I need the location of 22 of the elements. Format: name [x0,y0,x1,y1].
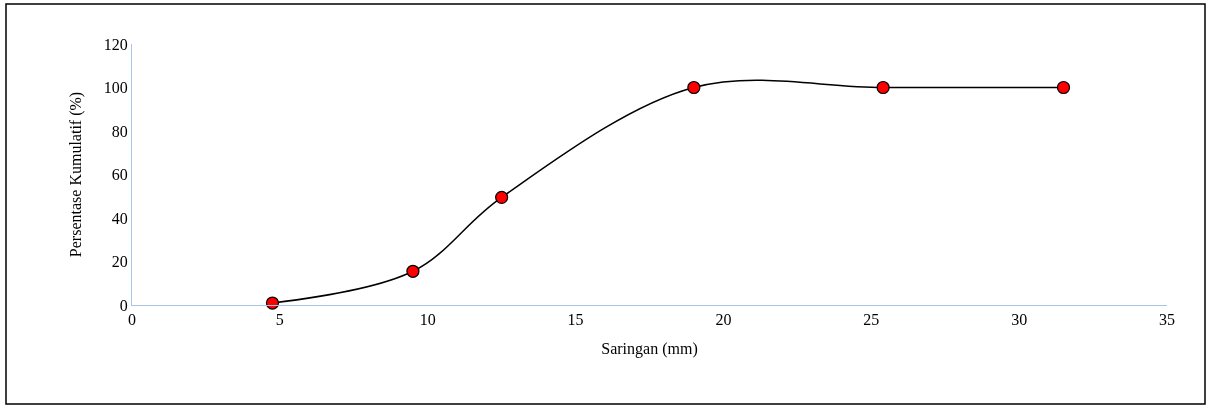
x-tick-label: 35 [1159,311,1175,329]
y-tick-label: 40 [111,209,128,227]
y-tick-label: 20 [111,253,128,271]
point [876,80,890,95]
x-tick-label: 5 [275,311,284,329]
y-tick-label: 120 [103,35,128,53]
y-tick-label: 0 [119,296,128,314]
y-tick-label: 80 [111,122,128,140]
point [406,264,420,278]
y-tick-label: 60 [111,166,128,184]
point [495,190,509,204]
point [1056,80,1071,95]
y-tick-label: 100 [103,79,128,97]
x-tick-label: 20 [715,311,732,329]
x-axis-title: Saringan (mm) [601,339,698,358]
point [687,80,701,95]
point [265,296,280,310]
x-tick-label: 15 [567,311,584,329]
y-axis-title: Persentase Kumulatif (%) [66,91,85,258]
x-tick-label: 30 [1011,311,1028,329]
x-tick-label: 10 [419,311,436,329]
x-tick-label: 25 [863,311,880,329]
